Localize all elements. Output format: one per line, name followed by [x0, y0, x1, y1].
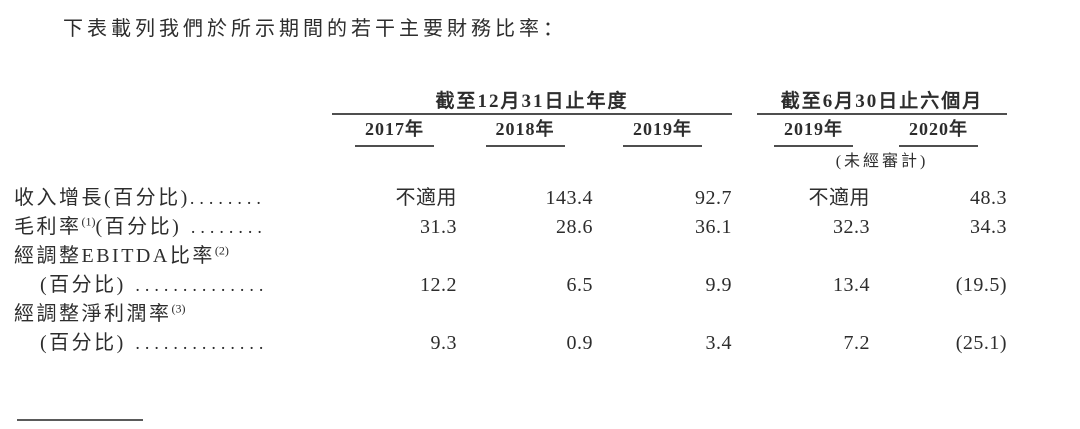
cell-value [593, 239, 732, 268]
table-row-adjusted-net-margin-label: 經調整淨利潤率(3) [14, 297, 1007, 326]
row-label-text: 經調整EBITDA比率 [14, 245, 215, 267]
section-gap [732, 239, 757, 268]
year-header-2020-interim: 2020年 [870, 114, 1007, 147]
cell-value [457, 297, 593, 326]
cell-value: 9.3 [430, 332, 457, 354]
cell-value: 13.4 [833, 274, 871, 296]
column-group-row: 截至12月31日止年度 截至6月30日止六個月 [14, 86, 1008, 115]
cell-value: 7.2 [843, 332, 871, 354]
col-group-interim: 截至6月30日止六個月 [757, 86, 1008, 115]
row-label: 收入增長(百分比)........ [14, 171, 332, 210]
financial-ratios-table: 截至12月31日止年度 截至6月30日止六個月 2017年 2018年 2019… [14, 86, 1008, 355]
year-header-2018: 2018年 [457, 114, 593, 147]
cell-value [870, 297, 1007, 326]
document-page: 下表載列我們於所示期間的若干主要財務比率： 截至12月31日止年度 截至6月30… [0, 16, 1080, 429]
table-row-adjusted-ebitda-label: 經調整EBITDA比率(2) [14, 239, 1007, 268]
cell-value: 0.9 [566, 332, 593, 354]
year-label: 2019年 [623, 115, 703, 147]
cell-value: 6.5 [566, 274, 593, 296]
empty-cell [14, 147, 332, 171]
col-group-annual: 截至12月31日止年度 [332, 86, 733, 115]
year-header-2019: 2019年 [593, 114, 732, 147]
cell-value: 34.3 [970, 216, 1008, 238]
section-gap [732, 326, 757, 355]
row-label: (百分比) .............. [14, 268, 332, 297]
dot-leader: .............. [125, 275, 269, 295]
dot-leader: .............. [125, 333, 269, 353]
table-row-adjusted-net-margin-values: (百分比) .............. 9.3 0.9 3.4 7.2 (25… [14, 326, 1007, 355]
cell-value [870, 239, 1007, 268]
unaudited-note-row: (未經審計) [14, 147, 1007, 171]
cell-value: 92.7 [695, 187, 733, 209]
cell-value: 不適用 [808, 187, 871, 209]
section-gap [732, 86, 757, 114]
cell-value [332, 297, 457, 326]
cell-value: 48.3 [970, 187, 1008, 209]
year-label: 2017年 [355, 115, 434, 147]
row-label-text: (百分比) [95, 216, 182, 238]
row-label-text: (百分比) [40, 274, 126, 296]
row-label-text: 經調整淨利潤率 [14, 303, 172, 325]
row-label: 經調整淨利潤率(3) [14, 297, 332, 326]
year-header-2019-interim: 2019年 [757, 114, 870, 147]
cell-value: 28.6 [556, 216, 593, 238]
table-row-revenue-growth: 收入增長(百分比)........ 不適用 143.4 92.7 不適用 48.… [14, 171, 1007, 210]
table-row-adjusted-ebitda-values: (百分比) .............. 12.2 6.5 9.9 13.4 (… [14, 268, 1007, 297]
cell-value: 12.2 [420, 274, 457, 296]
table-row-gross-margin: 毛利率(1)(百分比) ........ 31.3 28.6 36.1 32.3… [14, 210, 1007, 239]
section-gap [732, 147, 757, 171]
cell-value: 36.1 [695, 216, 733, 238]
cell-value: 32.3 [833, 216, 871, 238]
unaudited-note: (未經審計) [835, 153, 929, 170]
empty-cell [14, 86, 332, 114]
footnote-divider [17, 419, 143, 421]
row-label-text: 毛利率 [14, 216, 82, 238]
row-label: 經調整EBITDA比率(2) [14, 239, 332, 268]
row-label-text: (百分比) [40, 332, 126, 354]
cell-value: 3.4 [705, 332, 733, 354]
footnote-ref: (2) [214, 243, 229, 258]
cell-value [757, 239, 870, 268]
section-gap [732, 268, 757, 297]
year-label: 2020年 [899, 115, 979, 147]
dot-leader: ........ [181, 217, 267, 237]
cell-value: (19.5) [955, 274, 1008, 296]
year-header-row: 2017年 2018年 2019年 2019年 2020年 [14, 114, 1007, 147]
cell-value [757, 297, 870, 326]
row-label: (百分比) .............. [14, 326, 332, 355]
year-label: 2018年 [485, 115, 565, 147]
section-gap [732, 171, 757, 210]
empty-cell [332, 147, 732, 171]
cell-value: 31.3 [420, 216, 457, 238]
dot-leader: ........ [189, 188, 266, 208]
cell-value: (25.1) [955, 332, 1008, 354]
row-label: 毛利率(1)(百分比) ........ [14, 210, 332, 239]
section-gap [732, 210, 757, 239]
section-gap [732, 114, 757, 147]
cell-value [457, 239, 593, 268]
empty-cell [14, 114, 332, 147]
year-label: 2019年 [774, 115, 854, 147]
cell-value: 143.4 [545, 187, 593, 209]
cell-value [332, 239, 457, 268]
cell-value [593, 297, 732, 326]
footnote-ref: (1) [81, 214, 96, 229]
intro-text: 下表載列我們於所示期間的若干主要財務比率： [63, 18, 567, 40]
section-gap [732, 297, 757, 326]
row-label-text: 收入增長(百分比) [14, 187, 190, 209]
cell-value: 不適用 [395, 187, 457, 209]
footnote-ref: (3) [171, 301, 186, 316]
year-header-2017: 2017年 [332, 114, 457, 147]
cell-value: 9.9 [705, 274, 733, 296]
